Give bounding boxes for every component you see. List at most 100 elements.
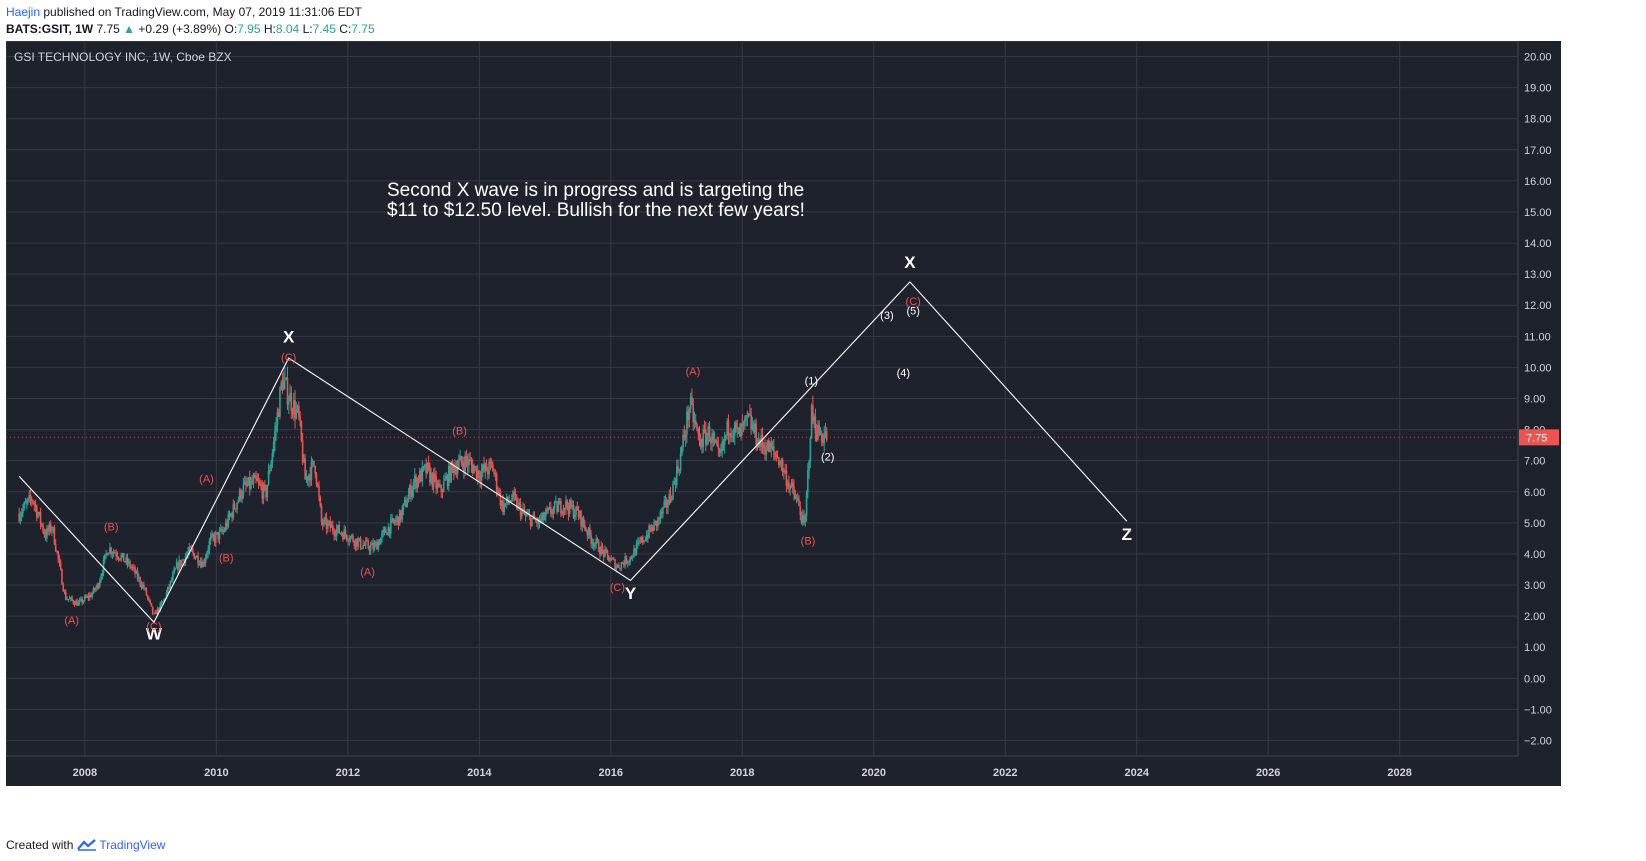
candle-body — [624, 556, 626, 566]
candle-body — [279, 387, 281, 417]
candle-body — [798, 499, 800, 506]
candle-body — [701, 446, 703, 448]
candle-body — [663, 501, 666, 508]
candle-body — [458, 460, 460, 468]
candle-body — [730, 433, 732, 438]
candle-body — [795, 498, 798, 500]
candle-body — [109, 547, 111, 553]
price-chart[interactable]: 20.00 19.00 18.00 17.00 16.00 15.00 14.00 13.00… — [5, 40, 1561, 786]
candle-body — [657, 517, 659, 527]
candle-body — [586, 531, 589, 536]
candle-body — [86, 595, 88, 598]
candle-body — [382, 530, 385, 534]
candle-body — [441, 491, 444, 493]
candle-body — [568, 500, 571, 514]
wave-label: (B) — [219, 553, 234, 565]
y-tick-label: 19.00 — [1524, 83, 1552, 95]
candle-body — [774, 451, 776, 455]
candle-body — [314, 466, 317, 474]
candle-body — [712, 433, 715, 440]
candle-body — [198, 563, 201, 565]
candle-body — [62, 584, 65, 592]
candle-body — [174, 568, 177, 570]
candle-body — [526, 514, 528, 516]
wave-label: (A) — [199, 473, 214, 485]
candle-body — [418, 470, 421, 483]
candle-body — [203, 561, 206, 564]
annotation-line: $11 to $12.50 level. Bullish for the nex… — [387, 200, 805, 221]
candle-body — [813, 416, 815, 422]
tradingview-link[interactable]: TradingView — [99, 838, 166, 852]
candle-body — [580, 511, 582, 527]
candle-body — [689, 396, 692, 410]
candle-body — [387, 527, 390, 536]
candle-body — [286, 377, 289, 405]
candle-body — [122, 553, 125, 562]
x-tick-label: 2008 — [73, 767, 97, 779]
open-value: 7.95 — [237, 22, 261, 36]
candle-body — [741, 424, 744, 426]
candle-body — [519, 503, 522, 517]
candle-body — [645, 535, 648, 541]
candle-body — [653, 521, 655, 531]
candle-body — [652, 526, 654, 531]
candle-body — [606, 550, 609, 556]
candle-body — [70, 597, 72, 599]
chart-container[interactable]: 20.00 19.00 18.00 17.00 16.00 15.00 14.00 13.00… — [5, 40, 1561, 786]
candle-body — [228, 514, 231, 517]
candle-body — [464, 455, 466, 472]
candle-body — [735, 422, 737, 428]
candle-body — [345, 534, 348, 540]
candle-body — [629, 556, 631, 562]
candle-body — [218, 530, 221, 540]
candle-body — [329, 521, 332, 528]
author-link[interactable]: Haejin — [6, 5, 41, 19]
candle-body — [193, 553, 196, 560]
candle-body — [53, 527, 56, 545]
candle-body — [159, 603, 162, 611]
wave-label: (A) — [686, 366, 701, 378]
candle-body — [563, 507, 566, 509]
wave-label: (C) — [610, 582, 625, 594]
candle-body — [298, 405, 300, 416]
candle-body — [392, 518, 395, 522]
candle-body — [111, 553, 114, 555]
candle-body — [805, 492, 808, 517]
candle-body — [440, 485, 443, 492]
candle-body — [524, 513, 527, 516]
wave-label: X — [904, 253, 916, 272]
candle-body — [562, 507, 565, 514]
candle-body — [226, 523, 228, 527]
x-tick-label: 2010 — [204, 767, 228, 779]
candle-body — [275, 425, 277, 432]
candle-body — [149, 599, 151, 604]
candle-body — [258, 482, 261, 485]
candle-body — [781, 460, 784, 473]
candle-body — [180, 560, 183, 566]
candle-body — [183, 559, 185, 563]
candle-body — [492, 464, 494, 472]
annotation[interactable]: Second X wave is in progress and is targ… — [387, 180, 805, 221]
candle-body — [374, 542, 377, 545]
candle-body — [383, 528, 386, 531]
candle-body — [231, 513, 233, 518]
candle-body — [692, 403, 694, 423]
candle-body — [132, 567, 135, 569]
candle-body — [281, 382, 284, 391]
candle-body — [715, 439, 717, 443]
candle-body — [550, 507, 552, 514]
candle-body — [364, 540, 367, 546]
candle-body — [514, 494, 517, 498]
candle-body — [570, 500, 572, 508]
candle-body — [368, 547, 371, 551]
candle-body — [82, 600, 85, 603]
candle-body — [76, 601, 78, 606]
y-tick-label: 0.00 — [1524, 673, 1545, 685]
close-value: 7.75 — [351, 22, 375, 36]
candle-body — [358, 538, 361, 541]
candle-body — [527, 514, 529, 516]
candle-body — [522, 508, 524, 511]
candle-body — [810, 405, 813, 439]
candle-body — [720, 451, 722, 453]
candle-body — [435, 476, 437, 489]
